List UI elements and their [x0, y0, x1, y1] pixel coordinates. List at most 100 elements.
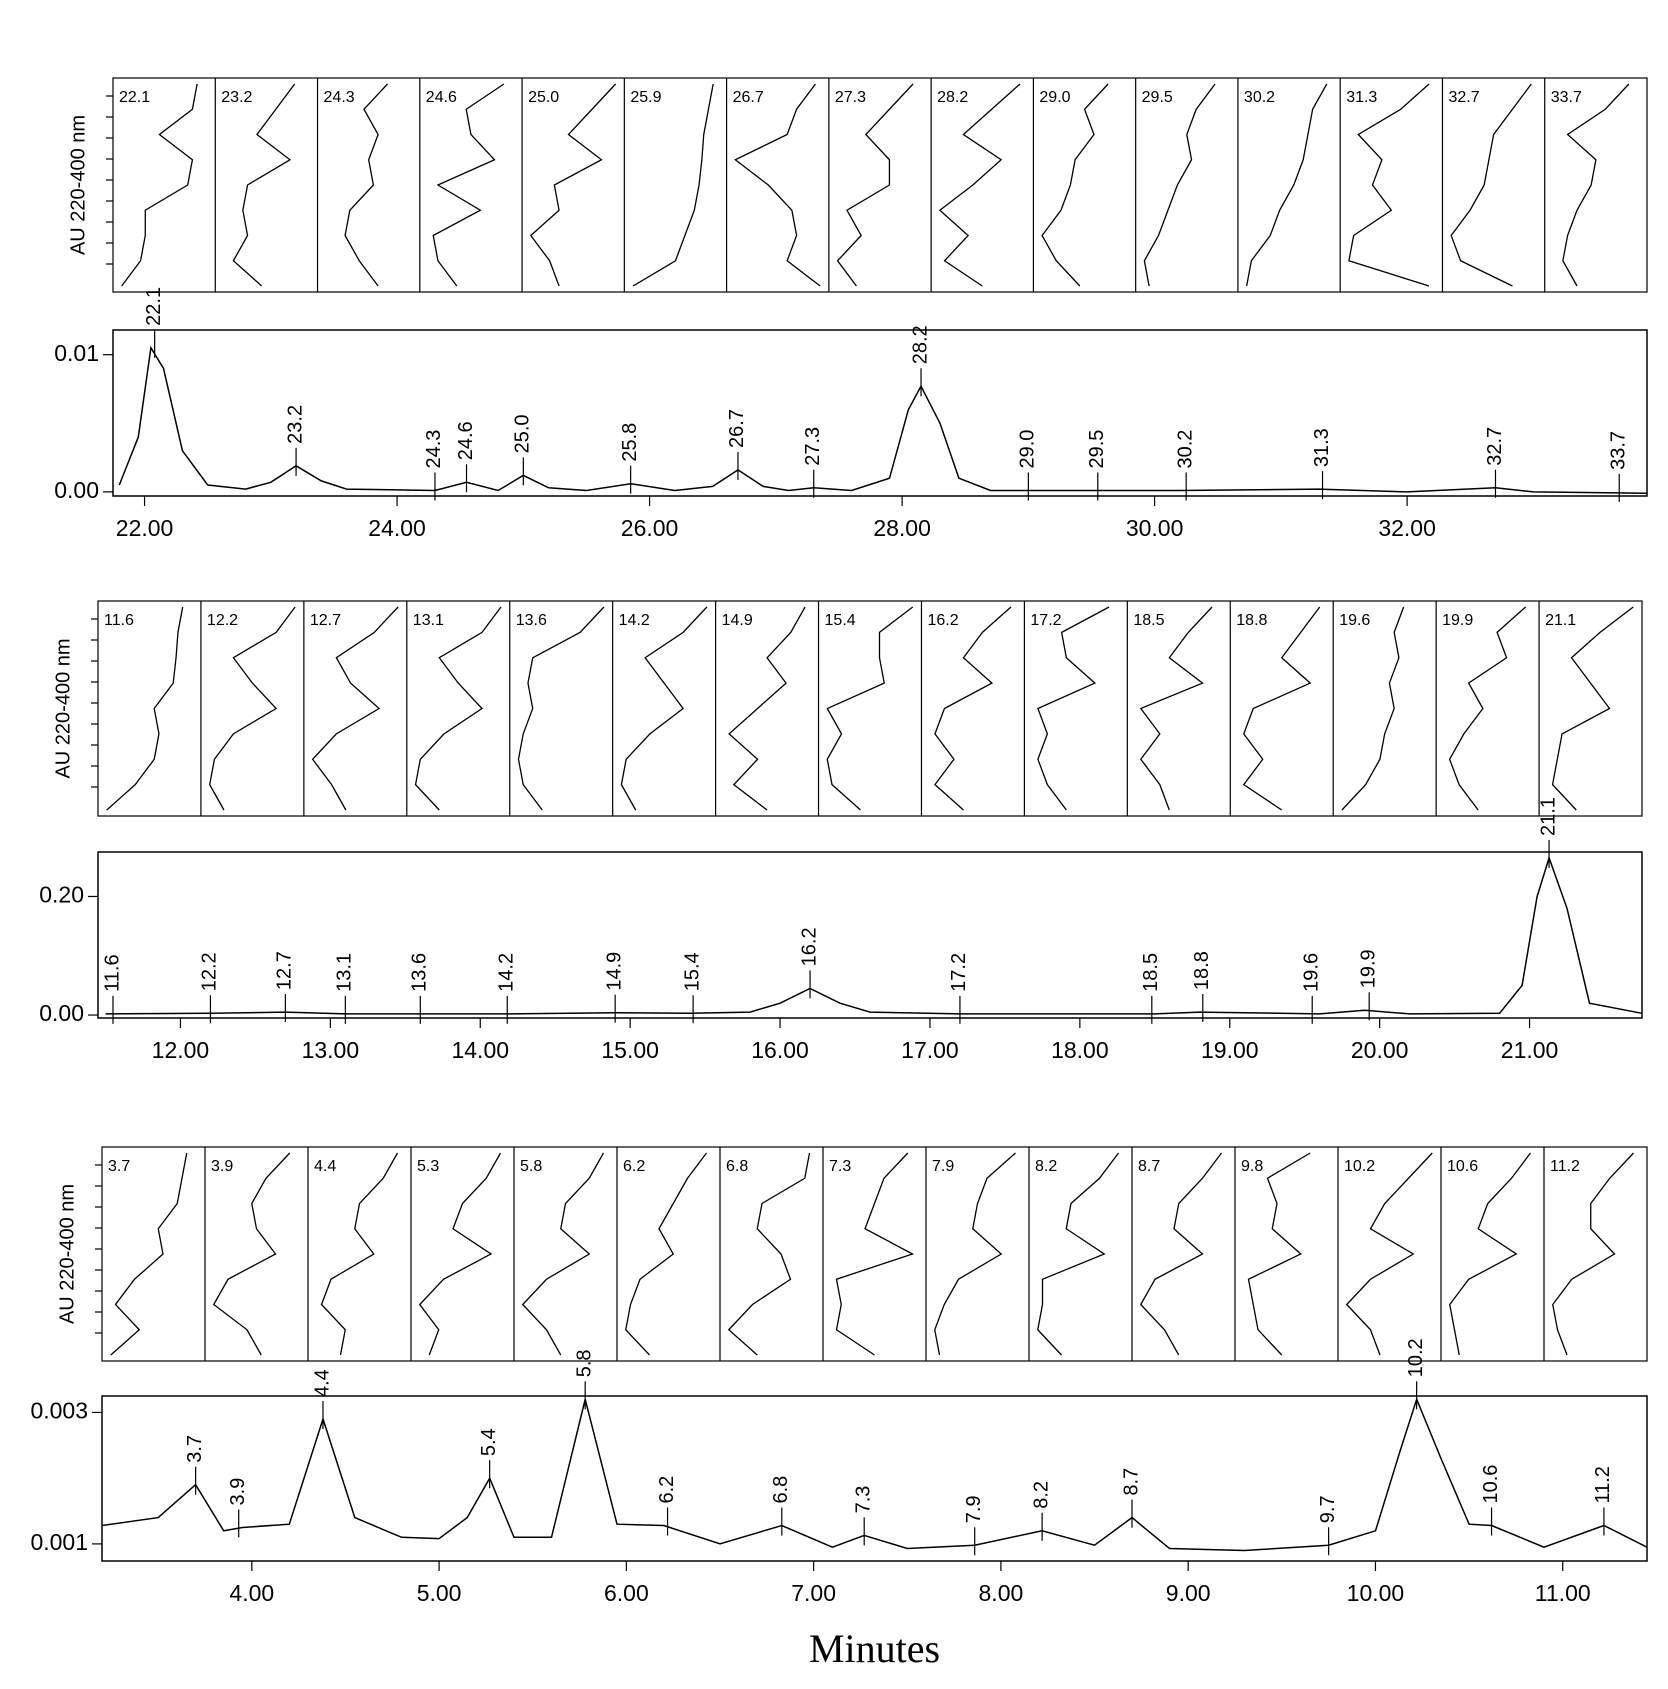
peak-label: 24.6 [455, 421, 477, 460]
spectrum-label: 19.9 [1442, 612, 1473, 629]
spectrum-curve [625, 1152, 708, 1356]
spectrum-curve [835, 1152, 915, 1356]
peak-label: 18.5 [1140, 953, 1162, 992]
spectrum-curve [121, 83, 198, 287]
spectrum-label: 13.1 [413, 612, 444, 629]
spectra-frame [112, 77, 1648, 293]
spectrum-curve [106, 606, 184, 811]
x-tick-label: 32.00 [1378, 515, 1436, 541]
x-tick-label: 24.00 [368, 515, 426, 541]
peak-label: 30.2 [1174, 430, 1196, 469]
spectrum-label: 4.4 [314, 1158, 336, 1175]
peak-label: 28.2 [909, 325, 931, 364]
x-tick-label: 11.00 [1535, 1580, 1591, 1606]
spectrum-curve [432, 83, 505, 287]
spectrum-label: 32.7 [1448, 89, 1479, 106]
spectrum-label: 5.3 [417, 1158, 439, 1175]
spectrum-label: 26.7 [733, 89, 764, 106]
spectrum-curve [934, 606, 1012, 811]
spectra-axis-label: AU 220-400 nm [52, 638, 74, 778]
chromatogram-line [101, 1397, 1648, 1552]
spectra-axis-label: AU 220-400 nm [67, 115, 89, 255]
spectrum-curve [632, 83, 714, 287]
spectrum-label: 24.6 [426, 89, 457, 106]
x-tick-label: 6.00 [604, 1580, 649, 1606]
spectrum-curve [938, 83, 1021, 287]
spectrum-label: 15.4 [825, 612, 856, 629]
peak-label: 25.8 [619, 423, 641, 462]
spectrum-curve [414, 606, 502, 811]
x-tick-label: 14.00 [451, 1037, 509, 1063]
spectrum-label: 18.5 [1133, 612, 1164, 629]
spectrum-label: 22.1 [119, 89, 150, 106]
x-tick-label: 9.00 [1166, 1580, 1211, 1606]
peak-label: 10.6 [1480, 1465, 1502, 1504]
peak-label: 14.2 [496, 953, 518, 992]
spectrum-curve [836, 83, 914, 287]
spectrum-label: 11.6 [104, 612, 134, 629]
spectrum-curve [1341, 606, 1405, 811]
peak-label: 14.9 [603, 952, 625, 991]
x-tick-label: 22.00 [116, 515, 174, 541]
peak-label: 12.7 [274, 951, 296, 990]
spectrum-curve [1348, 83, 1430, 287]
x-tick-label: 13.00 [302, 1037, 360, 1063]
spectrum-curve [517, 606, 605, 811]
spectrum-label: 16.2 [927, 612, 958, 629]
peak-label: 19.6 [1300, 953, 1322, 992]
spectrum-label: 33.7 [1551, 89, 1582, 106]
peak-label: 32.7 [1484, 427, 1506, 466]
spectrum-curve [232, 83, 296, 287]
spectrum-curve [344, 83, 388, 287]
spectrum-label: 28.2 [937, 89, 968, 106]
spectrum-label: 30.2 [1244, 89, 1275, 106]
y-tick-label: 0.00 [54, 477, 99, 503]
spectrum-label: 14.2 [619, 612, 650, 629]
spectrum-label: 12.7 [310, 612, 341, 629]
peak-label: 21.1 [1537, 797, 1559, 836]
peak-label: 5.8 [573, 1349, 595, 1377]
peak-label: 13.1 [334, 953, 356, 992]
chromatogram-line [105, 855, 1643, 1015]
spectrum-label: 19.6 [1339, 612, 1370, 629]
spectrum-curve [208, 606, 296, 811]
peak-label: 11.6 [101, 954, 123, 991]
x-tick-label: 12.00 [152, 1037, 210, 1063]
peak-label: 11.2 [1592, 1466, 1614, 1503]
chromatogram-line [118, 345, 1648, 495]
spectrum-label: 6.8 [726, 1158, 748, 1175]
y-tick-label: 0.20 [39, 882, 84, 908]
spectrum-label: 25.0 [528, 89, 559, 106]
x-tick-label: 17.00 [901, 1037, 959, 1063]
spectra-frame [97, 600, 1643, 817]
peak-label: 3.7 [184, 1435, 206, 1463]
spectrum-label: 25.9 [630, 89, 661, 106]
peak-label: 8.2 [1030, 1481, 1052, 1509]
spectrum-label: 9.8 [1241, 1158, 1263, 1175]
x-tick-label: 15.00 [601, 1037, 659, 1063]
spectrum-curve [1551, 606, 1634, 811]
spectrum-curve [1449, 1152, 1532, 1356]
spectrum-label: 8.2 [1035, 1158, 1057, 1175]
peak-label: 8.7 [1120, 1468, 1142, 1496]
spectrum-curve [1139, 606, 1213, 811]
spectra-axis-label: AU 220-400 nm [56, 1184, 78, 1324]
peak-label: 12.2 [199, 952, 221, 991]
x-tick-label: 16.00 [751, 1037, 809, 1063]
spectrum-curve [1552, 1152, 1634, 1356]
peak-label: 15.4 [681, 952, 703, 991]
peak-label: 13.6 [409, 953, 431, 992]
spectrum-label: 12.2 [207, 612, 238, 629]
spectrum-curve [1562, 83, 1630, 287]
peak-label: 7.9 [963, 1495, 985, 1523]
spectrum-curve [320, 1152, 399, 1356]
spectrum-curve [1247, 1152, 1311, 1356]
spectrum-label: 27.3 [835, 89, 866, 106]
x-tick-label: 26.00 [621, 515, 679, 541]
x-tick-label: 18.00 [1051, 1037, 1109, 1063]
peak-label: 29.5 [1086, 430, 1108, 469]
peak-label: 29.0 [1017, 430, 1039, 469]
x-tick-label: 7.00 [791, 1580, 836, 1606]
peak-label: 16.2 [798, 927, 820, 966]
